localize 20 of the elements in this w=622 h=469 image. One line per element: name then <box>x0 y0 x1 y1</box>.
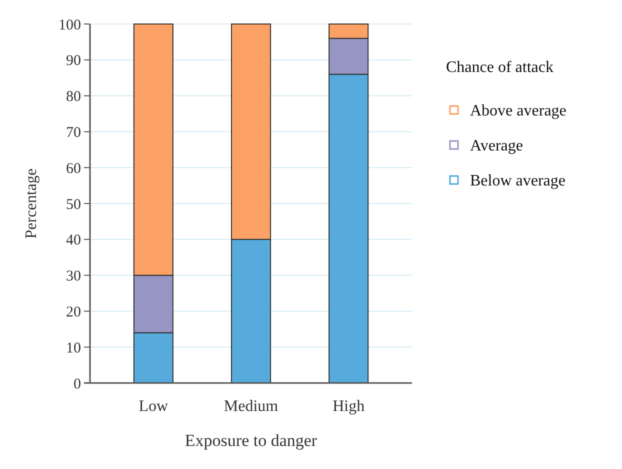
y-tick-label: 90 <box>66 53 81 70</box>
y-tick-label: 100 <box>58 17 81 34</box>
y-tick-label: 0 <box>74 376 81 392</box>
y-tick-label: 20 <box>66 304 81 320</box>
legend-title: Chance of attack <box>446 59 554 76</box>
legend-label: Average <box>470 138 523 155</box>
x-tick-label: High <box>332 398 365 415</box>
y-tick-label: 70 <box>66 124 81 141</box>
y-axis-title: Percentage <box>23 168 40 239</box>
x-axis-title: Exposure to danger <box>184 431 318 450</box>
y-tick-label: 40 <box>66 232 81 249</box>
y-tick-label: 60 <box>66 160 81 177</box>
y-tick-label: 50 <box>66 196 81 213</box>
legend-label: Below average <box>470 172 566 190</box>
y-tick-label: 30 <box>66 268 81 285</box>
y-tick-label: 10 <box>66 340 81 356</box>
x-tick-label: Medium <box>224 398 279 415</box>
y-tick-label: 80 <box>66 89 81 106</box>
legend-label: Above average <box>470 102 566 120</box>
x-tick-label: Low <box>138 398 169 415</box>
